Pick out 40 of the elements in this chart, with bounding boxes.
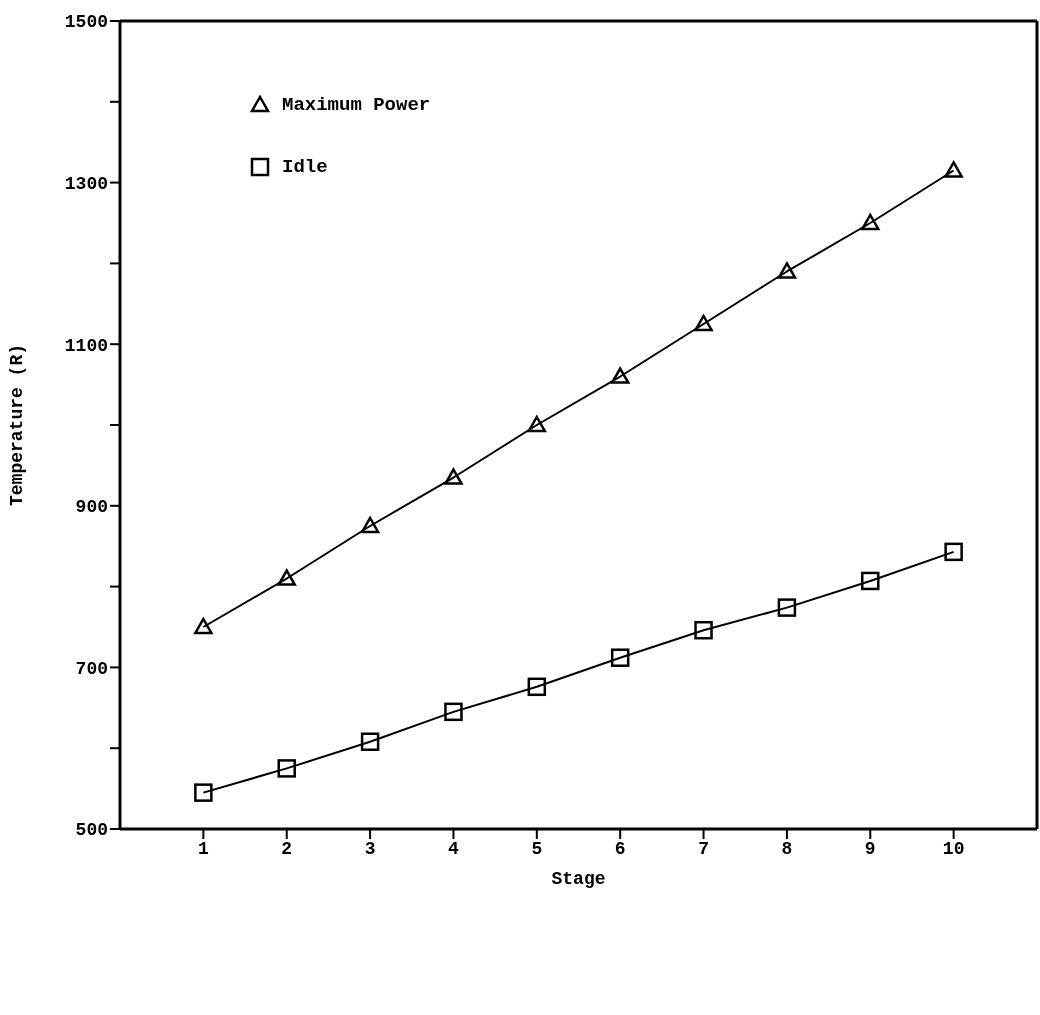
x-tick-label: 8 [781,838,793,859]
point [944,542,963,562]
y-tick-label: 900 [75,497,108,518]
point [277,759,296,778]
y-tick-label: 1500 [64,12,108,33]
point [610,367,630,384]
x-tick-label: 1 [197,838,209,859]
point [527,677,547,697]
y-tick-label: 1100 [64,335,108,356]
x-tick-label: 6 [614,838,626,859]
point [694,314,713,332]
point [694,620,713,640]
point [610,648,630,667]
point [527,415,547,433]
point [444,702,463,722]
x-tick-label: 3 [364,838,376,859]
point [194,617,213,635]
x-tick-label: 4 [448,838,460,859]
x-tick-label: 9 [864,838,876,859]
point [944,161,963,178]
legend-label: Maximum Power [282,94,431,116]
point [777,262,797,279]
x-tick-label: 10 [942,838,965,859]
point [194,783,213,802]
point [861,571,880,591]
point [277,569,296,586]
point [444,468,463,485]
point [861,213,880,231]
point [360,732,380,751]
point [777,598,797,617]
x-axis-title: Stage [551,869,606,889]
y-tick-label: 700 [75,658,108,679]
legend-label: Idle [282,156,328,178]
y-tick-label: 1300 [64,173,108,194]
y-axis-title: Temperature (R) [7,343,28,507]
x-tick-label: 5 [531,838,543,859]
point [360,516,380,534]
y-tick-label: 500 [75,820,108,841]
x-tick-label: 7 [698,838,709,859]
x-tick-label: 2 [281,838,293,859]
